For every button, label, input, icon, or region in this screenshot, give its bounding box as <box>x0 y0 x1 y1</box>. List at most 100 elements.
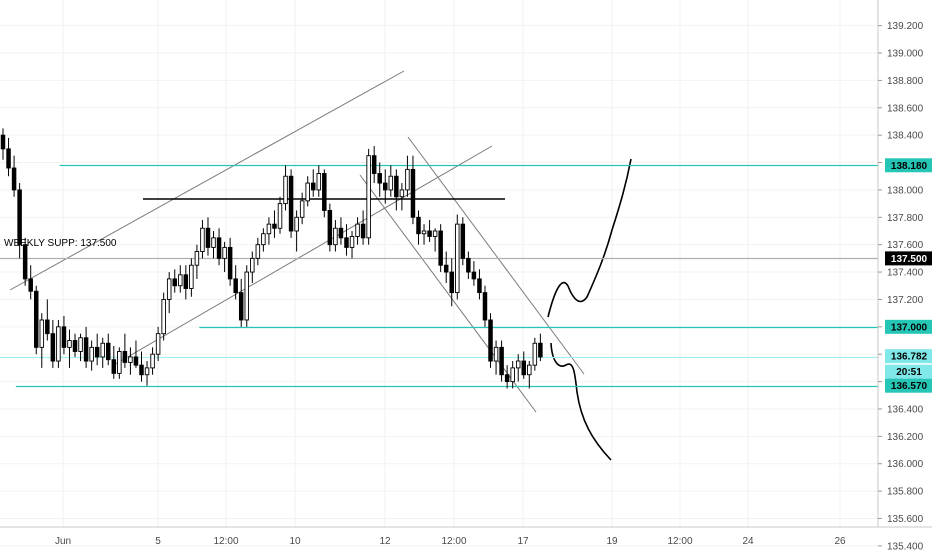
candle[interactable] <box>39 313 45 368</box>
candle[interactable] <box>371 146 377 184</box>
candle[interactable] <box>172 269 177 293</box>
candle[interactable] <box>255 237 261 266</box>
candle[interactable] <box>6 137 11 177</box>
candle[interactable] <box>421 224 427 245</box>
candle[interactable] <box>17 183 22 259</box>
candle[interactable] <box>399 183 405 211</box>
candle[interactable] <box>333 220 338 252</box>
candle[interactable] <box>482 285 488 327</box>
candle[interactable] <box>327 203 333 252</box>
candle[interactable] <box>310 169 316 197</box>
candle[interactable] <box>83 326 89 368</box>
candle[interactable] <box>233 265 238 300</box>
x-axis[interactable]: Jun 5 12:00 10 12 12:00 17 19 12:00 24 26 <box>0 526 932 547</box>
candle[interactable] <box>294 210 299 252</box>
candle[interactable] <box>427 220 432 242</box>
candle[interactable] <box>443 251 449 284</box>
candle[interactable] <box>466 251 471 279</box>
candle[interactable] <box>488 313 493 368</box>
candle[interactable] <box>50 319 56 368</box>
candle[interactable] <box>222 241 227 273</box>
candle[interactable] <box>100 337 105 368</box>
candle[interactable] <box>122 333 128 368</box>
candle[interactable] <box>189 258 194 297</box>
candle[interactable] <box>45 299 50 341</box>
candle[interactable] <box>277 196 283 234</box>
candle[interactable] <box>460 217 466 266</box>
candle[interactable] <box>200 220 205 259</box>
candle[interactable] <box>67 329 72 368</box>
candle[interactable] <box>532 337 538 371</box>
candle[interactable] <box>449 258 454 307</box>
candle[interactable] <box>22 237 28 286</box>
candle[interactable] <box>139 351 144 382</box>
candle[interactable] <box>521 351 527 379</box>
candle[interactable] <box>33 285 39 355</box>
candle[interactable] <box>111 345 117 379</box>
candle[interactable] <box>405 155 410 197</box>
candle[interactable] <box>227 237 233 286</box>
candle[interactable] <box>78 333 83 362</box>
channel-upper-line[interactable] <box>9 70 405 291</box>
candle[interactable] <box>527 361 532 389</box>
candle[interactable] <box>366 148 371 245</box>
candle[interactable] <box>28 265 33 300</box>
candle[interactable] <box>355 217 360 245</box>
candle[interactable] <box>283 165 288 211</box>
candle[interactable] <box>216 228 222 266</box>
candle[interactable] <box>133 340 139 368</box>
candle[interactable] <box>178 265 183 293</box>
candle[interactable] <box>432 228 438 252</box>
candle[interactable] <box>155 326 161 362</box>
down-channel-lower-line[interactable] <box>359 174 537 413</box>
candle[interactable] <box>493 340 499 375</box>
candle[interactable] <box>272 210 277 238</box>
candle[interactable] <box>394 169 399 211</box>
candle[interactable] <box>261 228 266 252</box>
candle[interactable] <box>288 169 294 238</box>
candle[interactable] <box>316 165 322 197</box>
candle[interactable] <box>106 333 111 366</box>
bearish-projection-path[interactable] <box>550 342 612 461</box>
candle[interactable] <box>299 192 305 225</box>
candle[interactable] <box>383 169 388 204</box>
candle[interactable] <box>211 230 216 259</box>
candle[interactable] <box>244 265 250 327</box>
candle[interactable] <box>322 169 327 218</box>
candle[interactable] <box>416 210 421 245</box>
candle[interactable] <box>360 210 366 245</box>
candle[interactable] <box>150 347 155 375</box>
candle[interactable] <box>94 333 100 366</box>
candle[interactable] <box>89 340 94 371</box>
bullish-projection-path[interactable] <box>547 158 632 318</box>
candle[interactable] <box>56 319 61 368</box>
candle[interactable] <box>504 365 510 389</box>
candle[interactable] <box>0 128 6 160</box>
candle[interactable] <box>166 272 172 314</box>
candle[interactable] <box>61 315 67 355</box>
candle[interactable] <box>499 340 504 382</box>
candle[interactable] <box>72 333 78 357</box>
candle[interactable] <box>161 292 166 341</box>
candle[interactable] <box>515 354 521 382</box>
candle[interactable] <box>266 217 272 245</box>
candle[interactable] <box>194 244 200 279</box>
y-axis[interactable]: 139.200139.000138.800138.600138.400138.2… <box>877 0 924 552</box>
candle[interactable] <box>438 224 443 273</box>
candle[interactable] <box>11 155 17 197</box>
candle[interactable] <box>410 155 416 225</box>
down-channel-upper-line[interactable] <box>407 136 585 375</box>
candle[interactable] <box>305 176 310 207</box>
candle[interactable] <box>471 261 477 286</box>
candle[interactable] <box>344 224 349 256</box>
candle[interactable] <box>205 217 211 256</box>
candle[interactable] <box>338 217 344 245</box>
candle[interactable] <box>144 361 150 386</box>
channel-lower-line[interactable] <box>111 145 493 367</box>
candle[interactable] <box>128 347 133 375</box>
candle[interactable] <box>117 347 122 379</box>
candle[interactable] <box>238 278 244 327</box>
candle[interactable] <box>477 269 482 300</box>
